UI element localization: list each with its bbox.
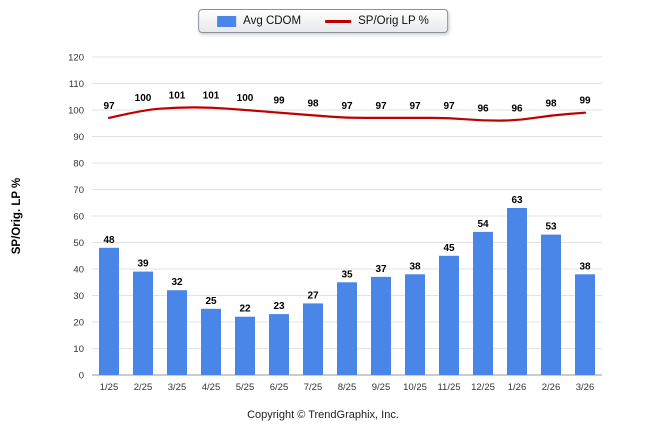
x-tick-label: 12/25 [471,382,495,393]
x-tick-label: 1/26 [508,382,527,393]
bar [167,290,187,375]
x-tick-label: 4/25 [202,382,221,393]
bar-value-label: 32 [171,277,183,288]
x-tick-label: 2/25 [134,382,153,393]
bar [337,282,357,375]
legend-item-sp-orig-lp: SP/Orig LP % [325,15,429,27]
line-value-label: 101 [203,90,220,101]
x-tick-label: 3/26 [576,382,595,393]
y-tick-label: 90 [73,132,84,143]
line-value-label: 97 [409,101,421,112]
bar-value-label: 22 [239,304,251,315]
line-value-label: 100 [135,93,152,104]
y-tick-label: 30 [73,291,84,302]
line-value-label: 96 [477,104,489,115]
line-value-label: 98 [545,98,557,109]
y-tick-label: 120 [68,53,84,64]
x-tick-label: 11/25 [437,382,460,393]
bar-value-label: 63 [511,195,523,206]
bar [201,308,221,375]
line-value-label: 101 [169,90,186,101]
bar [439,255,459,375]
y-tick-label: 50 [73,238,84,249]
x-tick-label: 6/25 [270,382,289,393]
bar-swatch-icon [217,15,237,27]
bar-value-label: 48 [103,235,115,246]
line-value-label: 98 [307,98,319,109]
y-tick-label: 100 [68,106,84,117]
bar-value-label: 27 [307,290,319,301]
line-value-label: 97 [103,101,115,112]
y-tick-label: 80 [73,159,84,170]
bar-value-label: 35 [341,269,353,280]
y-tick-label: 60 [73,212,84,223]
bar [575,274,595,375]
bar [541,234,561,375]
legend: Avg CDOM SP/Orig LP % [198,9,448,33]
line-value-label: 100 [237,93,254,104]
bar [269,314,289,375]
bar-value-label: 53 [545,222,557,233]
y-tick-label: 20 [73,318,84,329]
line-value-label: 97 [341,101,353,112]
copyright: Copyright © TrendGraphix, Inc. [247,409,399,421]
x-tick-label: 7/25 [304,382,323,393]
bar-value-label: 39 [137,259,149,270]
line-swatch-icon [325,19,352,23]
bar-value-label: 25 [205,296,217,307]
bar-value-label: 38 [579,261,591,272]
line-value-label: 97 [375,101,387,112]
x-tick-label: 9/25 [372,382,391,393]
y-tick-label: 70 [73,185,84,196]
y-tick-label: 40 [73,265,84,276]
y-tick-label: 10 [73,344,84,355]
x-tick-label: 10/25 [403,382,427,393]
x-tick-label: 8/25 [338,382,357,393]
bar-value-label: 37 [375,264,387,275]
bar-value-label: 23 [273,301,285,312]
y-axis-title: SP/Orig. LP % [11,178,23,254]
x-tick-label: 2/26 [542,382,561,393]
x-tick-label: 1/25 [100,382,119,393]
bar [303,303,323,375]
legend-label-avg-cdom: Avg CDOM [243,15,302,27]
bar-value-label: 38 [409,261,421,272]
bar [133,271,153,375]
bar [507,208,527,375]
bar [371,276,391,375]
bar-value-label: 54 [477,219,489,230]
x-tick-label: 3/25 [168,382,187,393]
line-value-label: 96 [511,104,523,115]
y-tick-label: 0 [79,371,84,382]
x-tick-label: 5/25 [236,382,255,393]
series-line [107,106,587,122]
bar-value-label: 45 [443,243,455,254]
bar [99,247,119,375]
legend-item-avg-cdom: Avg CDOM [217,15,301,27]
line-value-label: 97 [443,101,455,112]
line-value-label: 99 [579,96,591,107]
bar [473,231,493,375]
bar [235,316,255,375]
y-tick-label: 110 [69,79,84,90]
line-value-label: 99 [273,96,285,107]
legend-label-sp-orig-lp: SP/Orig LP % [358,15,429,27]
bar [405,274,425,375]
